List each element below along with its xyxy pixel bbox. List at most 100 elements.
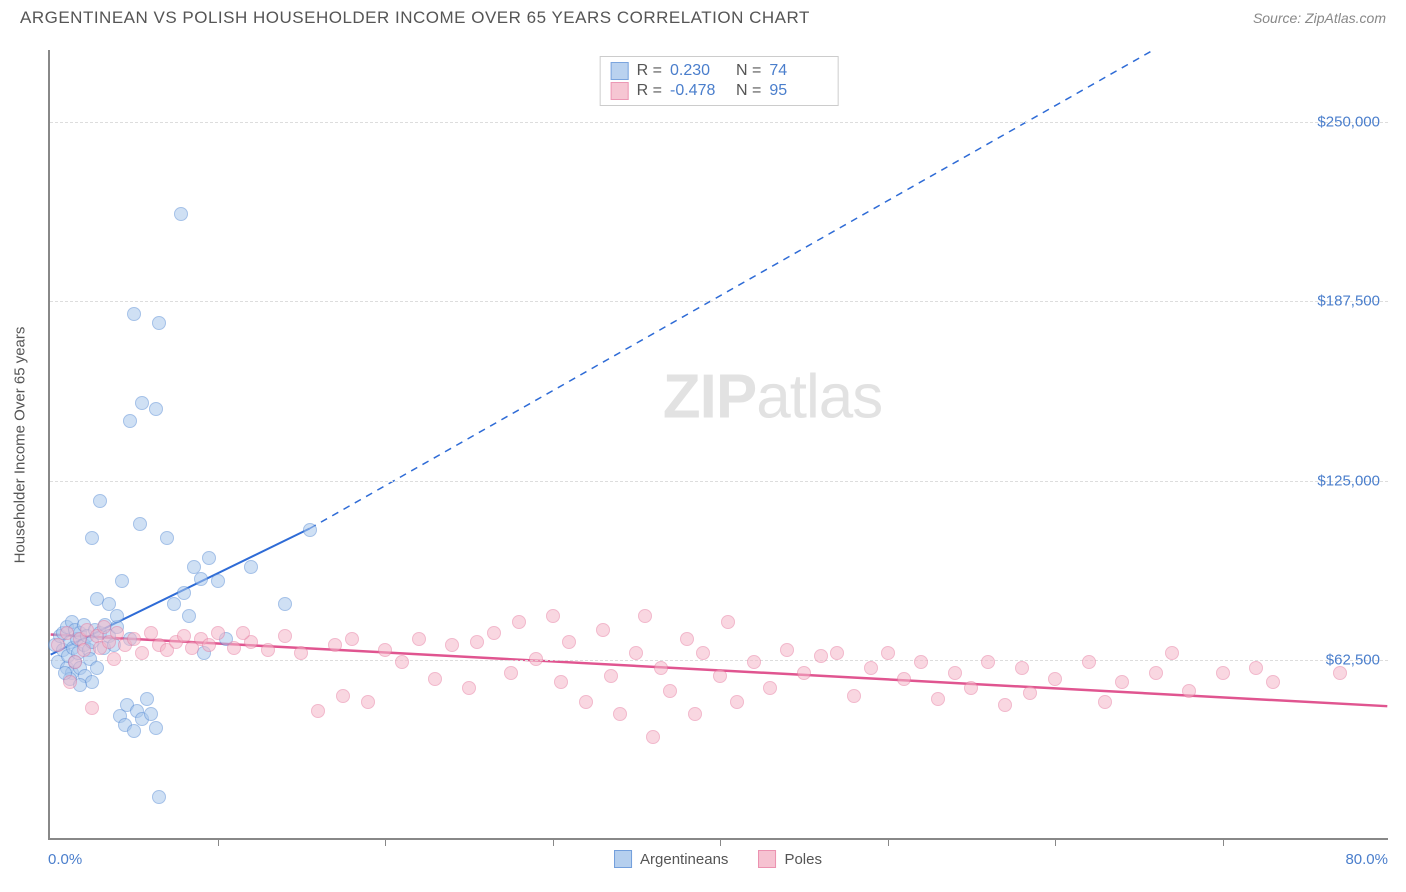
data-point	[688, 707, 702, 721]
legend-n-value: 95	[769, 82, 827, 100]
series-legend: ArgentineansPoles	[614, 850, 822, 868]
x-tick	[888, 838, 889, 846]
gridline	[50, 122, 1388, 123]
x-axis-end-label: 80.0%	[1345, 851, 1388, 868]
data-point	[1266, 675, 1280, 689]
data-point	[462, 681, 476, 695]
legend-r-label: R =	[637, 62, 662, 80]
correlation-legend: R = 0.230N = 74R = -0.478N = 95	[600, 56, 839, 106]
data-point	[140, 692, 154, 706]
data-point	[110, 609, 124, 623]
data-point	[328, 638, 342, 652]
data-point	[554, 675, 568, 689]
series-name: Argentineans	[640, 851, 728, 868]
data-point	[1098, 695, 1112, 709]
y-tick-label: $187,500	[1317, 293, 1380, 310]
data-point	[202, 638, 216, 652]
scatter-chart: Householder Income Over 65 years ZIPatla…	[48, 50, 1388, 840]
data-point	[152, 316, 166, 330]
data-point	[167, 597, 181, 611]
plot-area: ZIPatlas R = 0.230N = 74R = -0.478N = 95…	[48, 50, 1388, 840]
data-point	[152, 790, 166, 804]
x-tick	[385, 838, 386, 846]
data-point	[68, 655, 82, 669]
data-point	[1165, 646, 1179, 660]
data-point	[562, 635, 576, 649]
data-point	[881, 646, 895, 660]
data-point	[160, 531, 174, 545]
data-point	[261, 643, 275, 657]
data-point	[202, 551, 216, 565]
data-point	[964, 681, 978, 695]
data-point	[1249, 661, 1263, 675]
y-axis-title: Householder Income Over 65 years	[12, 327, 29, 564]
data-point	[311, 704, 325, 718]
data-point	[613, 707, 627, 721]
data-point	[194, 572, 208, 586]
data-point	[85, 531, 99, 545]
data-point	[546, 609, 560, 623]
x-tick	[218, 838, 219, 846]
data-point	[470, 635, 484, 649]
data-point	[412, 632, 426, 646]
data-point	[847, 689, 861, 703]
legend-swatch	[611, 62, 629, 80]
data-point	[51, 638, 65, 652]
data-point	[579, 695, 593, 709]
data-point	[897, 672, 911, 686]
data-point	[63, 675, 77, 689]
data-point	[60, 626, 74, 640]
data-point	[115, 574, 129, 588]
data-point	[135, 396, 149, 410]
data-point	[133, 517, 147, 531]
data-point	[177, 586, 191, 600]
trend-lines-layer	[50, 50, 1388, 838]
data-point	[127, 632, 141, 646]
data-point	[1082, 655, 1096, 669]
x-tick	[553, 838, 554, 846]
data-point	[211, 626, 225, 640]
data-point	[428, 672, 442, 686]
data-point	[123, 414, 137, 428]
data-point	[931, 692, 945, 706]
data-point	[361, 695, 375, 709]
data-point	[1333, 666, 1347, 680]
y-tick-label: $62,500	[1326, 652, 1380, 669]
data-point	[596, 623, 610, 637]
data-point	[127, 724, 141, 738]
data-point	[144, 707, 158, 721]
data-point	[981, 655, 995, 669]
x-tick	[1055, 838, 1056, 846]
legend-swatch	[611, 82, 629, 100]
data-point	[211, 574, 225, 588]
data-point	[107, 652, 121, 666]
gridline	[50, 660, 1388, 661]
data-point	[998, 698, 1012, 712]
data-point	[763, 681, 777, 695]
data-point	[487, 626, 501, 640]
data-point	[948, 666, 962, 680]
legend-swatch	[758, 850, 776, 868]
data-point	[174, 207, 188, 221]
x-tick	[720, 838, 721, 846]
series-legend-item: Argentineans	[614, 850, 728, 868]
gridline	[50, 301, 1388, 302]
data-point	[93, 494, 107, 508]
data-point	[345, 632, 359, 646]
data-point	[1149, 666, 1163, 680]
legend-r-value: -0.478	[670, 82, 728, 100]
data-point	[90, 592, 104, 606]
data-point	[85, 675, 99, 689]
data-point	[149, 402, 163, 416]
data-point	[604, 669, 618, 683]
data-point	[278, 629, 292, 643]
x-tick	[1223, 838, 1224, 846]
data-point	[445, 638, 459, 652]
gridline	[50, 481, 1388, 482]
data-point	[77, 643, 91, 657]
data-point	[1115, 675, 1129, 689]
data-point	[236, 626, 250, 640]
legend-swatch	[614, 850, 632, 868]
data-point	[149, 721, 163, 735]
data-point	[90, 661, 104, 675]
